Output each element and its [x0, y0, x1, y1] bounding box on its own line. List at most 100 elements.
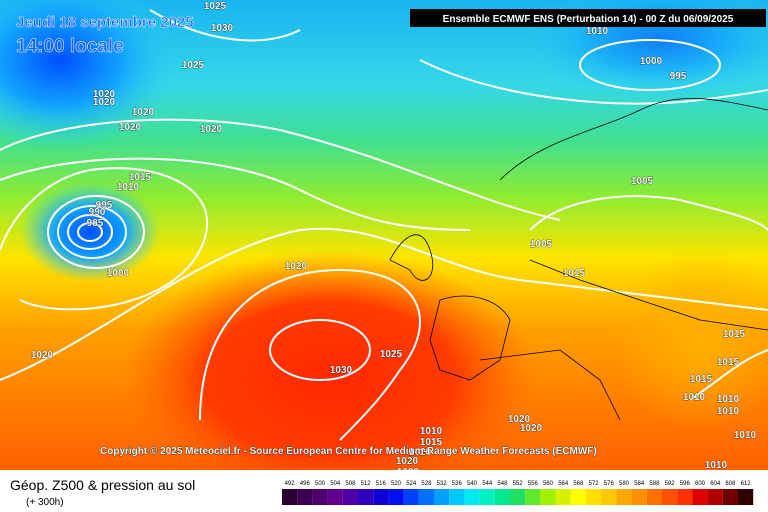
scale-label: 592: [665, 481, 676, 487]
scale-swatch: [586, 489, 602, 505]
scale-swatch: [510, 489, 526, 505]
scale-label: 552: [513, 481, 524, 487]
scale-label: 492: [285, 481, 296, 487]
scale-swatch: [434, 489, 450, 505]
scale-label: 512: [361, 481, 372, 487]
isobar-label: 1005: [530, 239, 553, 250]
isobar-label: 1020: [31, 350, 54, 361]
scale-label: 536: [452, 481, 463, 487]
scale-swatch: [342, 489, 358, 505]
scale-swatch: [418, 489, 434, 505]
scale-swatch: [464, 489, 480, 505]
scale-label: 500: [315, 481, 326, 487]
isobar-label: 1010: [717, 394, 740, 405]
scale-swatch: [312, 489, 328, 505]
scale-swatch: [479, 489, 495, 505]
scale-label: 600: [695, 481, 706, 487]
scale-swatch: [403, 489, 419, 505]
isobar-label: 1010: [734, 430, 757, 441]
isobar-label: 1025: [204, 1, 227, 12]
scale-swatch: [525, 489, 541, 505]
scale-label: 576: [604, 481, 615, 487]
isobar-label: 1020: [93, 89, 116, 100]
scale-swatch: [662, 489, 678, 505]
scale-swatch: [282, 489, 298, 505]
isobar-label: 1020: [520, 423, 543, 434]
scale-label: 496: [300, 481, 311, 487]
scale-label: 516: [376, 481, 387, 487]
isobar-label: 1030: [330, 365, 353, 376]
low-area: [20, 182, 160, 282]
scale-label: 520: [391, 481, 402, 487]
scale-label: 584: [634, 481, 645, 487]
isobar-label: 1010: [117, 182, 140, 193]
scale-label: 612: [741, 481, 752, 487]
scale-swatch: [494, 489, 510, 505]
isobar-label: 1015: [563, 268, 586, 279]
color-scale: 492 496 500 504 508 512 516 520 524 528 532 536 540 5…: [282, 481, 754, 505]
footer-title: Géop. Z500 & pression au sol: [10, 477, 195, 493]
scale-label: 540: [467, 481, 478, 487]
scale-swatch: [449, 489, 465, 505]
isobar-label: 1005: [631, 176, 654, 187]
isobar-label: 1015: [690, 374, 713, 385]
scale-label: 588: [649, 481, 660, 487]
scale-swatch: [722, 489, 738, 505]
isobar-label: 1025: [182, 60, 205, 71]
scale-label: 560: [543, 481, 554, 487]
scale-label: 532: [437, 481, 448, 487]
scale-swatch: [373, 489, 389, 505]
model-banner: [410, 9, 766, 27]
scale-swatch: [327, 489, 343, 505]
scale-label: 544: [482, 481, 493, 487]
isobar-label: 1025: [380, 349, 403, 360]
footer-subtitle: (+ 300h): [26, 497, 64, 508]
isobar-label: 1020: [119, 122, 142, 133]
scale-label: 580: [619, 481, 630, 487]
model-info: Ensemble ECMWF ENS (Perturbation 14) - 0…: [443, 14, 734, 25]
isobar-label: 1010: [420, 426, 443, 437]
isobar-label: 985: [87, 218, 104, 229]
isobar-label: 995: [670, 71, 687, 82]
isobar-label: 1020: [93, 97, 116, 108]
scale-label: 568: [573, 481, 584, 487]
scale-label: 556: [528, 481, 539, 487]
isobar-label: 1000: [640, 56, 663, 67]
isobar-label: 1015: [129, 172, 152, 183]
isobar-label: 1030: [211, 23, 234, 34]
scale-label: 528: [421, 481, 432, 487]
scale-swatch: [631, 489, 647, 505]
isobar-label: 1015: [717, 357, 740, 368]
time: 14:00 locale: [16, 36, 124, 57]
scale-label: 524: [406, 481, 417, 487]
isobar-label: 1020: [132, 107, 155, 118]
scale-swatch: [677, 489, 693, 505]
isobar-label: 1020: [409, 447, 432, 458]
scale-swatch: [707, 489, 723, 505]
isobar-label: 1020: [396, 456, 419, 467]
scale-label: 596: [680, 481, 691, 487]
scale-swatch: [692, 489, 708, 505]
scale-swatch: [570, 489, 586, 505]
isobar-label: 1000: [107, 268, 130, 279]
scale-swatch: [388, 489, 404, 505]
scale-swatch: [540, 489, 556, 505]
scale-swatch: [738, 489, 754, 505]
scale-label: 548: [497, 481, 508, 487]
scale-swatch: [555, 489, 571, 505]
scale-label: 572: [589, 481, 600, 487]
scale-swatch: [297, 489, 313, 505]
scale-swatch: [646, 489, 662, 505]
date: Jeudi 18 septembre 2025: [16, 14, 194, 31]
isobar-label: 995: [96, 200, 113, 211]
scale-label: 564: [558, 481, 569, 487]
isobar-label: 1015: [420, 437, 443, 448]
isobar-label: 1020: [200, 124, 223, 135]
scale-swatch: [358, 489, 374, 505]
isobar-label: 1010: [705, 460, 728, 471]
isobars: [0, 9, 768, 441]
scale-label: 604: [710, 481, 721, 487]
